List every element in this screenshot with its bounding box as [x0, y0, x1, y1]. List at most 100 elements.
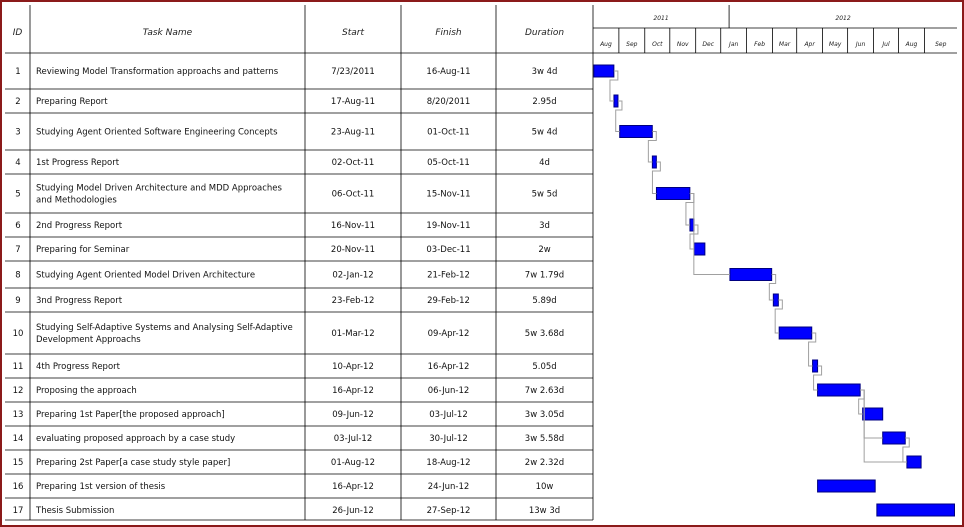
task-duration: 4d	[539, 158, 550, 168]
task-duration: 2w 2.32d	[525, 458, 564, 468]
timescale-month-aug: Aug	[599, 41, 612, 48]
gantt-chart: ID Task Name Start Finish Duration 2011 2012 Au…	[5, 5, 957, 521]
header-start: Start	[342, 28, 364, 38]
task-duration: 5w 4d	[532, 128, 558, 138]
task-finish: 16-Aug-11	[426, 67, 470, 77]
task-start: 26-Jun-12	[332, 506, 374, 516]
task-duration: 5w 3.68d	[525, 329, 564, 339]
task-name: Preparing 2st Paper[a case study style p…	[36, 458, 230, 468]
gantt-bar-task-16	[817, 479, 876, 493]
timescale-month-feb: Feb	[754, 41, 765, 48]
gantt-bar-task-17	[876, 503, 955, 517]
task-duration: 5.89d	[532, 296, 556, 306]
task-finish: 8/20/2011	[427, 97, 471, 107]
task-finish: 30-Jul-12	[429, 434, 468, 444]
task-start: 06-Oct-11	[332, 190, 375, 200]
task-id: 13	[13, 410, 24, 420]
gantt-bar-task-12	[817, 383, 861, 397]
task-name: Preparing Report	[36, 97, 108, 107]
task-id: 15	[13, 458, 24, 468]
task-name: and Methodologies	[36, 196, 117, 206]
gantt-bar-task-15	[906, 455, 922, 469]
task-finish: 29-Feb-12	[427, 296, 470, 306]
task-start: 23-Feb-12	[332, 296, 375, 306]
header-duration: Duration	[525, 28, 564, 38]
task-duration: 2.95d	[532, 97, 556, 107]
gantt-bar-task-11	[812, 359, 819, 373]
task-duration: 13w 3d	[529, 506, 560, 516]
timescale-month-sep: Sep	[935, 41, 947, 48]
task-id: 16	[13, 482, 24, 492]
task-start: 02-Oct-11	[332, 158, 375, 168]
task-start: 23-Aug-11	[331, 128, 375, 138]
task-name: Studying Model Driven Architecture and M…	[36, 184, 283, 194]
task-start: 09-Jun-12	[332, 410, 374, 420]
timescale-month-apr: Apr	[803, 41, 815, 48]
task-name: Studying Agent Oriented Model Driven Arc…	[36, 271, 255, 281]
task-finish: 03-Dec-11	[426, 245, 470, 255]
timescale-month-jul: Jul	[881, 41, 890, 48]
gantt-bar-task-4	[651, 155, 657, 169]
task-id: 17	[13, 506, 24, 516]
gantt-bar-task-2	[613, 94, 619, 108]
task-id: 3	[15, 128, 20, 138]
gantt-bar-task-14	[882, 431, 906, 445]
gantt-bar-task-7	[693, 242, 706, 256]
task-start: 20-Nov-11	[331, 245, 375, 255]
task-finish: 16-Apr-12	[428, 362, 470, 372]
timescale-month-aug: Aug	[905, 41, 918, 48]
task-finish: 05-Oct-11	[427, 158, 470, 168]
task-name: Thesis Submission	[35, 506, 114, 516]
task-name: Reviewing Model Transformation approachs…	[36, 67, 279, 77]
task-start: 01-Mar-12	[331, 329, 374, 339]
task-name: Development Approachs	[36, 335, 141, 345]
dependency-link	[609, 70, 619, 102]
task-duration: 3w 3.05d	[525, 410, 564, 420]
task-name: Preparing 1st Paper[the proposed approac…	[36, 410, 225, 420]
task-start: 02-Jan-12	[332, 271, 373, 281]
task-start: 10-Apr-12	[332, 362, 374, 372]
task-name: Preparing for Seminar	[36, 245, 130, 255]
task-finish: 15-Nov-11	[426, 190, 470, 200]
task-name: 4th Progress Report	[36, 362, 121, 372]
task-id: 11	[13, 362, 24, 372]
task-name: Studying Agent Oriented Software Enginee…	[36, 128, 278, 138]
task-name: 2nd Progress Report	[36, 221, 123, 231]
task-id: 9	[15, 296, 20, 306]
task-duration: 5w 5d	[532, 190, 558, 200]
timescale-year-2012: 2012	[835, 15, 850, 22]
task-duration: 5.05d	[532, 362, 556, 372]
gantt-bar-task-1	[593, 64, 615, 78]
timescale-month-jun: Jun	[855, 41, 866, 48]
task-id: 12	[13, 386, 24, 396]
dependency-link	[651, 161, 661, 194]
task-start: 7/23/2011	[331, 67, 375, 77]
task-duration: 2w	[538, 245, 550, 255]
task-duration: 3w 5.58d	[525, 434, 564, 444]
task-finish: 19-Nov-11	[426, 221, 470, 231]
dependency-link	[813, 365, 823, 391]
timescale-month-jan: Jan	[728, 41, 738, 48]
timescale-month-mar: Mar	[779, 41, 791, 48]
task-name: 1st Progress Report	[36, 158, 120, 168]
task-start: 01-Aug-12	[331, 458, 375, 468]
task-duration: 3d	[539, 221, 550, 231]
task-duration: 7w 1.79d	[525, 271, 564, 281]
task-start: 16-Nov-11	[331, 221, 375, 231]
gantt-bar-task-6	[689, 218, 695, 232]
task-id: 5	[15, 190, 20, 200]
timescale-month-sep: Sep	[626, 41, 638, 48]
task-finish: 06-Jun-12	[428, 386, 470, 396]
gantt-bar-task-8	[729, 268, 773, 281]
task-id: 6	[15, 221, 20, 231]
task-id: 2	[15, 97, 20, 107]
task-duration: 10w	[536, 482, 554, 492]
task-finish: 21-Feb-12	[427, 271, 470, 281]
task-name: Preparing 1st version of thesis	[36, 482, 166, 492]
task-name: Studying Self-Adaptive Systems and Analy…	[36, 323, 293, 333]
timescale-month-oct: Oct	[652, 41, 663, 48]
task-finish: 03-Jul-12	[429, 410, 468, 420]
task-start: 16-Apr-12	[332, 482, 374, 492]
task-id: 10	[13, 329, 24, 339]
